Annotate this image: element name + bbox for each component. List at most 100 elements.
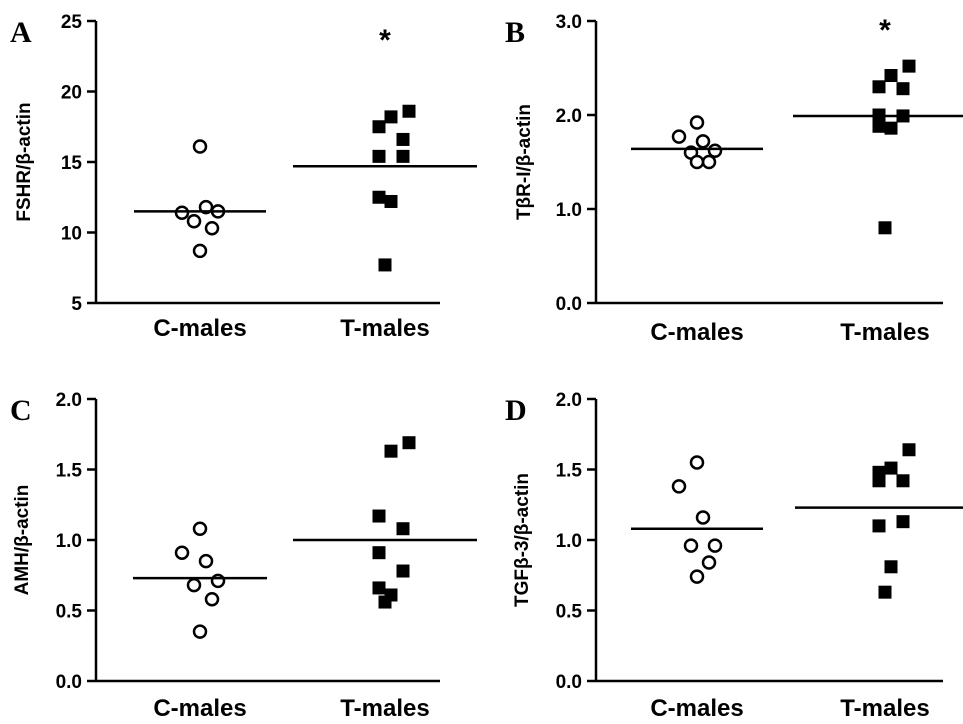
data-point-open-circle xyxy=(192,521,208,536)
x-category-label: C-males xyxy=(153,695,246,719)
data-point-filled-square xyxy=(896,474,910,488)
data-point-open-circle xyxy=(689,455,705,470)
y-tick-label: 0.0 xyxy=(56,672,82,693)
data-point-open-circle xyxy=(192,139,208,154)
data-point-filled-square xyxy=(884,121,898,135)
panel-d: D 0.0 0.5 1.0 1.5 2.0 TGFβ-3/β-actin C-males T-m… xyxy=(505,390,963,722)
data-point-open-circle xyxy=(689,154,705,170)
data-point-filled-square xyxy=(372,581,386,595)
data-point-filled-square xyxy=(402,436,416,450)
data-point-filled-square xyxy=(902,59,916,73)
y-tick-label: 25 xyxy=(61,12,83,33)
data-point-filled-square xyxy=(872,474,886,488)
data-point-filled-square xyxy=(396,132,410,146)
data-point-open-circle xyxy=(683,538,699,553)
data-point-open-circle xyxy=(174,545,190,560)
data-point-open-circle xyxy=(210,573,226,589)
y-tick-label: 3.0 xyxy=(556,12,582,33)
y-tick-label: 1.0 xyxy=(556,200,582,221)
y-tick-label: 0.0 xyxy=(556,294,582,315)
y-tick-label: 2.0 xyxy=(56,390,82,411)
y-tick-label: 20 xyxy=(61,83,82,104)
y-axis-label: FSHR/β-actin xyxy=(14,102,35,221)
data-point-filled-square xyxy=(878,585,892,599)
data-point-open-circle xyxy=(671,479,687,494)
y-tick-label: 1.0 xyxy=(56,531,82,552)
data-point-filled-square xyxy=(896,515,910,529)
y-tick-label: 1.5 xyxy=(56,461,83,482)
data-point-open-circle xyxy=(198,553,214,569)
data-point-open-circle xyxy=(204,221,220,236)
data-point-open-circle xyxy=(174,205,190,221)
data-point-open-circle xyxy=(192,243,208,259)
data-point-filled-square xyxy=(384,110,398,124)
panel-letter: B xyxy=(505,16,525,49)
data-point-filled-square xyxy=(902,443,916,457)
x-category-label: T-males xyxy=(840,319,929,346)
x-category-label: T-males xyxy=(340,695,429,719)
y-tick-label: 15 xyxy=(61,153,83,174)
data-point-open-circle xyxy=(204,591,220,607)
data-point-filled-square xyxy=(372,509,386,523)
data-point-open-circle xyxy=(707,143,723,158)
y-tick-label: 2.0 xyxy=(556,106,582,127)
data-point-filled-square xyxy=(396,522,410,536)
data-point-filled-square xyxy=(378,258,392,272)
x-category-label: T-males xyxy=(340,315,429,342)
data-point-filled-square xyxy=(896,82,910,96)
data-point-filled-square xyxy=(372,190,386,204)
x-category-label: C-males xyxy=(650,319,743,346)
data-point-filled-square xyxy=(872,80,886,94)
data-point-filled-square xyxy=(878,221,892,235)
y-tick-label: 1.5 xyxy=(556,461,583,482)
data-point-filled-square xyxy=(372,149,386,163)
significance-asterisk: * xyxy=(379,24,391,57)
data-point-filled-square xyxy=(872,119,886,133)
data-point-filled-square xyxy=(872,519,886,533)
data-point-filled-square xyxy=(372,120,386,134)
panel-b: B 0.0 1.0 2.0 3.0 TβR-I/β-actin C-males T-males… xyxy=(505,12,963,346)
data-point-filled-square xyxy=(884,69,898,83)
panel-c: C 0.0 0.5 1.0 1.5 2.0 AMH/β-actin C-males T-male… xyxy=(10,390,477,722)
data-point-open-circle xyxy=(701,154,717,170)
y-tick-label: 0.5 xyxy=(56,602,83,623)
y-tick-label: 0.0 xyxy=(556,672,582,693)
y-tick-label: 2.0 xyxy=(556,390,582,411)
significance-asterisk: * xyxy=(879,14,891,47)
data-point-filled-square xyxy=(402,104,416,118)
data-point-filled-square xyxy=(396,564,410,578)
panel-letter: C xyxy=(10,394,32,427)
data-point-open-circle xyxy=(707,538,723,553)
y-axis-label: AMH/β-actin xyxy=(12,485,33,596)
x-category-label: C-males xyxy=(650,695,743,719)
data-point-filled-square xyxy=(384,194,398,208)
panel-a: A 5 10 15 20 25 FSHR/β-actin C-males T-males * xyxy=(10,12,477,342)
data-point-filled-square xyxy=(372,546,386,560)
data-point-open-circle xyxy=(192,624,208,639)
panel-letter: D xyxy=(505,394,527,427)
y-tick-label: 1.0 xyxy=(556,531,582,552)
data-point-filled-square xyxy=(384,444,398,458)
panel-letter: A xyxy=(10,16,32,49)
data-point-open-circle xyxy=(689,569,705,584)
y-tick-label: 10 xyxy=(61,224,82,245)
x-category-label: T-males xyxy=(840,695,929,719)
y-tick-label: 5 xyxy=(71,294,82,315)
x-category-label: C-males xyxy=(153,315,246,342)
data-point-open-circle xyxy=(186,213,202,229)
data-point-filled-square xyxy=(884,560,898,574)
data-point-open-circle xyxy=(671,129,687,144)
data-point-open-circle xyxy=(701,555,717,570)
data-point-open-circle xyxy=(186,577,202,593)
data-point-open-circle xyxy=(689,115,705,130)
y-axis-label: TGFβ-3/β-actin xyxy=(512,473,533,607)
y-tick-label: 0.5 xyxy=(556,602,583,623)
data-point-open-circle xyxy=(695,134,711,149)
data-point-open-circle xyxy=(695,510,711,525)
data-point-filled-square xyxy=(378,595,392,609)
y-axis-label: TβR-I/β-actin xyxy=(514,104,535,220)
data-point-filled-square xyxy=(884,461,898,475)
data-point-filled-square xyxy=(396,149,410,163)
